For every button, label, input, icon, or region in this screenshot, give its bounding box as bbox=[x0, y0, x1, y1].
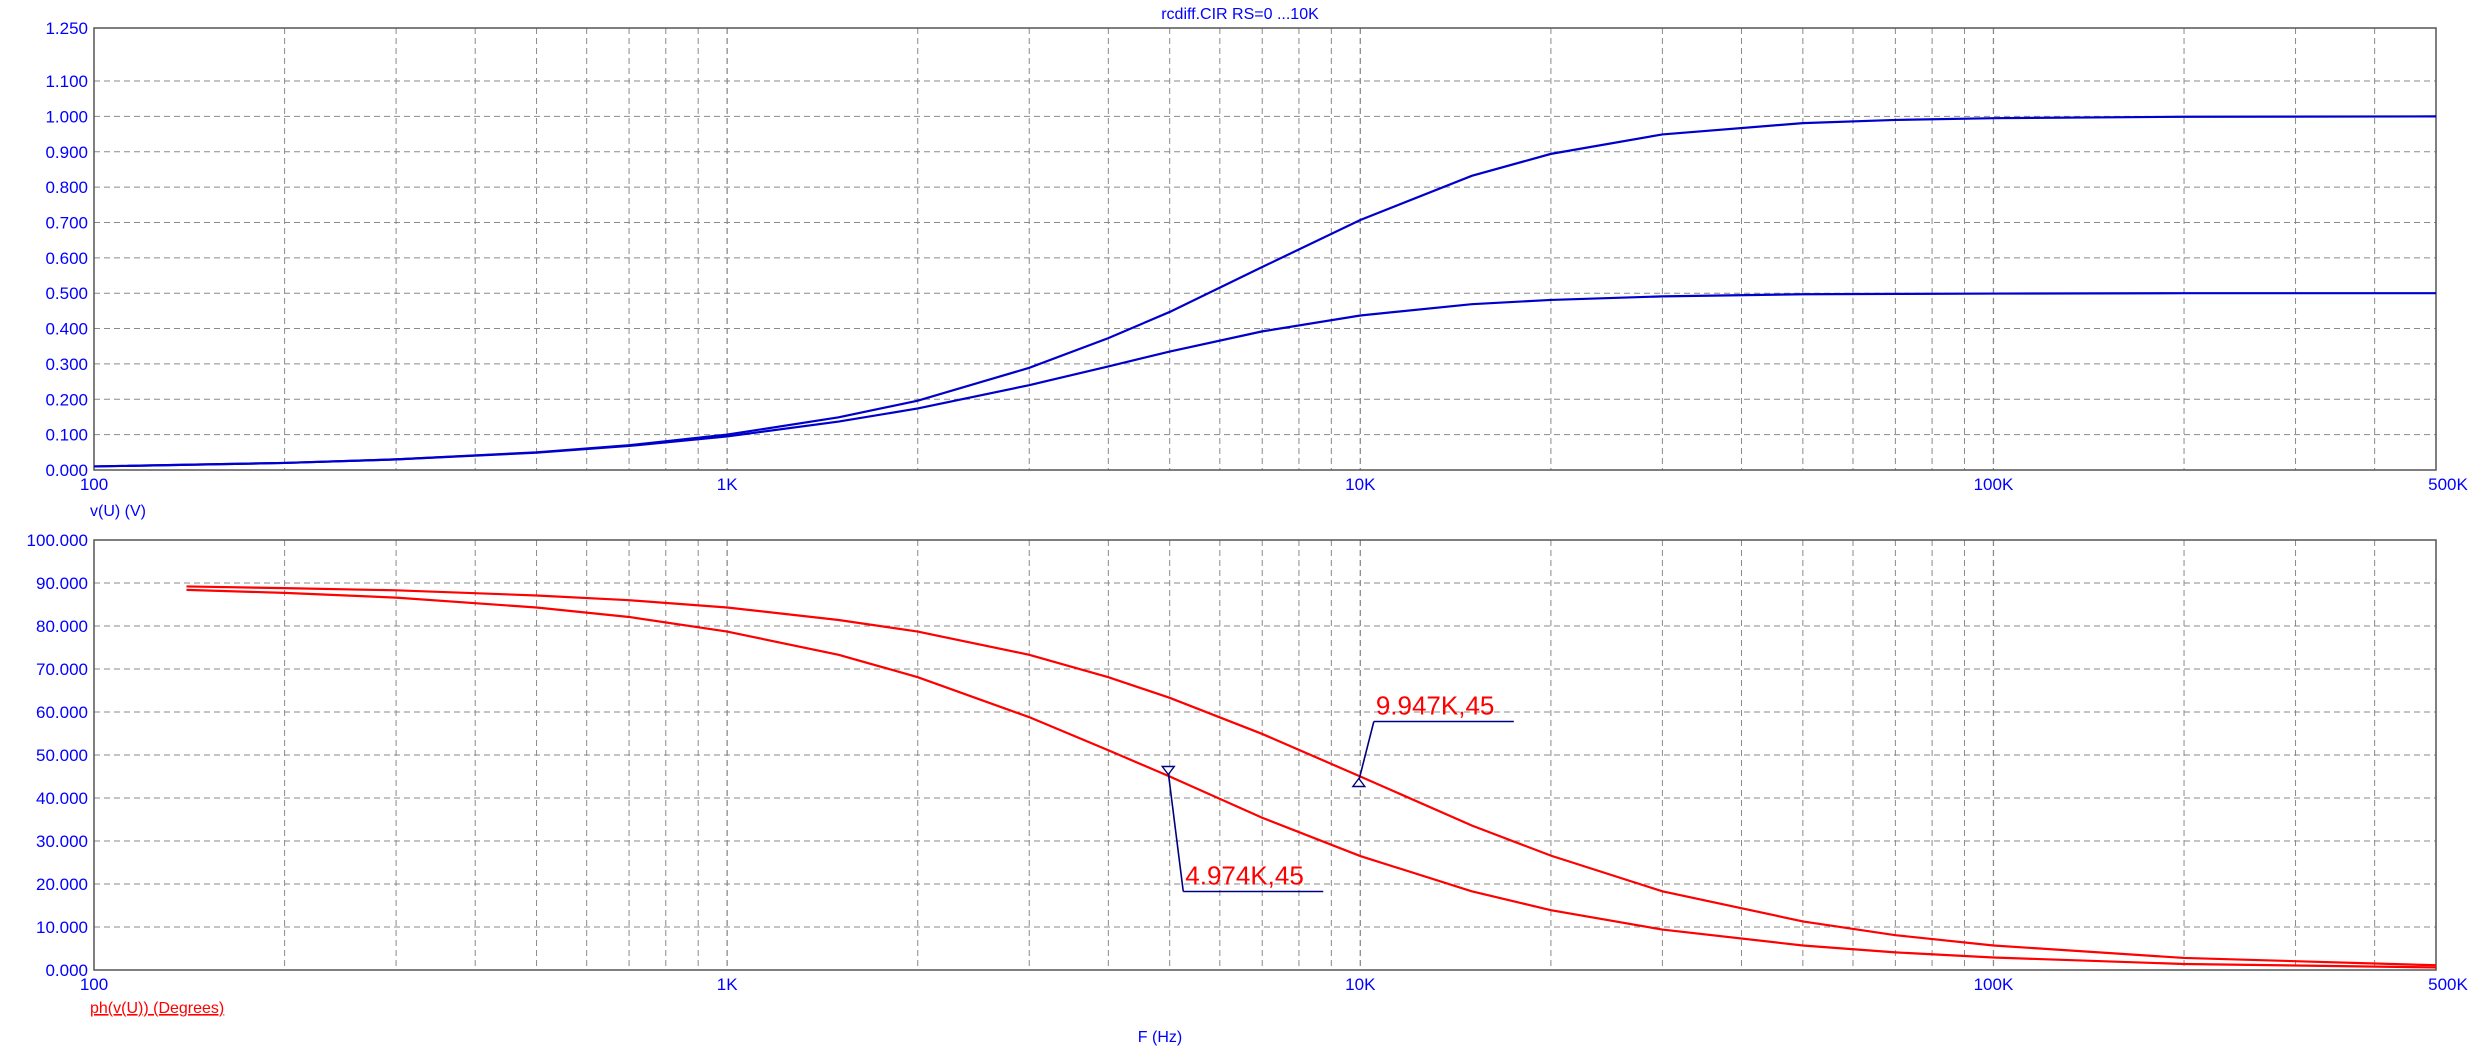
top-x-tick-label: 1K bbox=[717, 475, 738, 494]
chart-title: rcdiff.CIR RS=0 ...10K bbox=[1161, 6, 1319, 23]
bottom-y-tick-label: 80.000 bbox=[36, 617, 88, 636]
annotation-label: 4.974K,45 bbox=[1185, 861, 1304, 891]
annotation-arrow-marker bbox=[1160, 765, 1176, 776]
top-y-tick-label: 0.800 bbox=[45, 178, 88, 197]
bottom-y-tick-label: 70.000 bbox=[36, 660, 88, 679]
top-y-tick-label: 0.200 bbox=[45, 390, 88, 409]
top-x-tick-label: 100K bbox=[1974, 475, 2014, 494]
annotation-label: 9.947K,45 bbox=[1376, 691, 1495, 721]
bottom-x-tick-label: 100 bbox=[80, 975, 108, 994]
bottom-y-tick-label: 10.000 bbox=[36, 918, 88, 937]
bottom-plot-frame bbox=[93, 539, 2437, 971]
bottom-x-tick-label: 10K bbox=[1345, 975, 1376, 994]
bottom-y-tick-label: 50.000 bbox=[36, 746, 88, 765]
top-y-tick-label: 0.900 bbox=[45, 143, 88, 162]
bottom-x-tick-label: 100K bbox=[1974, 975, 2014, 994]
bottom-y-tick-label: 40.000 bbox=[36, 789, 88, 808]
bottom-y-tick-label: 60.000 bbox=[36, 703, 88, 722]
bottom-y-tick-label: 20.000 bbox=[36, 875, 88, 894]
annotation-leader-line bbox=[1358, 721, 1375, 781]
bottom-x-tick-label: 500K bbox=[2428, 975, 2468, 994]
annotation-leader-line bbox=[1167, 772, 1185, 892]
top-x-tick-label: 500K bbox=[2428, 475, 2468, 494]
top-y-tick-label: 0.100 bbox=[45, 426, 88, 445]
top-y-tick-label: 1.000 bbox=[45, 107, 88, 126]
bottom-y-tick-label: 90.000 bbox=[36, 574, 88, 593]
bottom-x-tick-label: 1K bbox=[717, 975, 738, 994]
top-y-tick-label: 1.100 bbox=[45, 72, 88, 91]
bottom-y-tick-label: 100.000 bbox=[27, 531, 88, 550]
top-y-tick-label: 0.600 bbox=[45, 249, 88, 268]
bottom-y-axis-label: ph(v(U)) (Degrees) bbox=[90, 1000, 224, 1017]
top-panel: 0.000 0.100 0.200 0.300 0.400 0.500 0.600 0.700… bbox=[45, 19, 2468, 494]
top-x-tick-label: 10K bbox=[1345, 475, 1376, 494]
top-y-tick-label: 0.500 bbox=[45, 284, 88, 303]
top-y-tick-label: 0.300 bbox=[45, 355, 88, 374]
top-series-line bbox=[93, 115, 2437, 468]
annotation-arrow-marker bbox=[1351, 777, 1367, 788]
bottom-y-tick-label: 30.000 bbox=[36, 832, 88, 851]
top-y-axis-label: v(U) (V) bbox=[90, 503, 146, 520]
top-y-tick-label: 0.000 bbox=[45, 461, 88, 480]
top-x-tick-label: 100 bbox=[80, 475, 108, 494]
top-plot-frame bbox=[93, 27, 2437, 471]
bottom-panel: 0.000 10.000 20.000 30.000 40.000 50.000 60.00… bbox=[27, 531, 2469, 994]
bottom-y-tick-label: 0.000 bbox=[45, 961, 88, 980]
top-y-tick-label: 0.400 bbox=[45, 320, 88, 339]
x-axis-label: F (Hz) bbox=[1138, 1029, 1182, 1046]
top-y-tick-label: 1.250 bbox=[45, 19, 88, 38]
bottom-series-line bbox=[186, 585, 2437, 967]
top-series-line bbox=[93, 292, 2436, 468]
bottom-series-line bbox=[186, 588, 2437, 969]
top-y-tick-label: 0.700 bbox=[45, 213, 88, 232]
